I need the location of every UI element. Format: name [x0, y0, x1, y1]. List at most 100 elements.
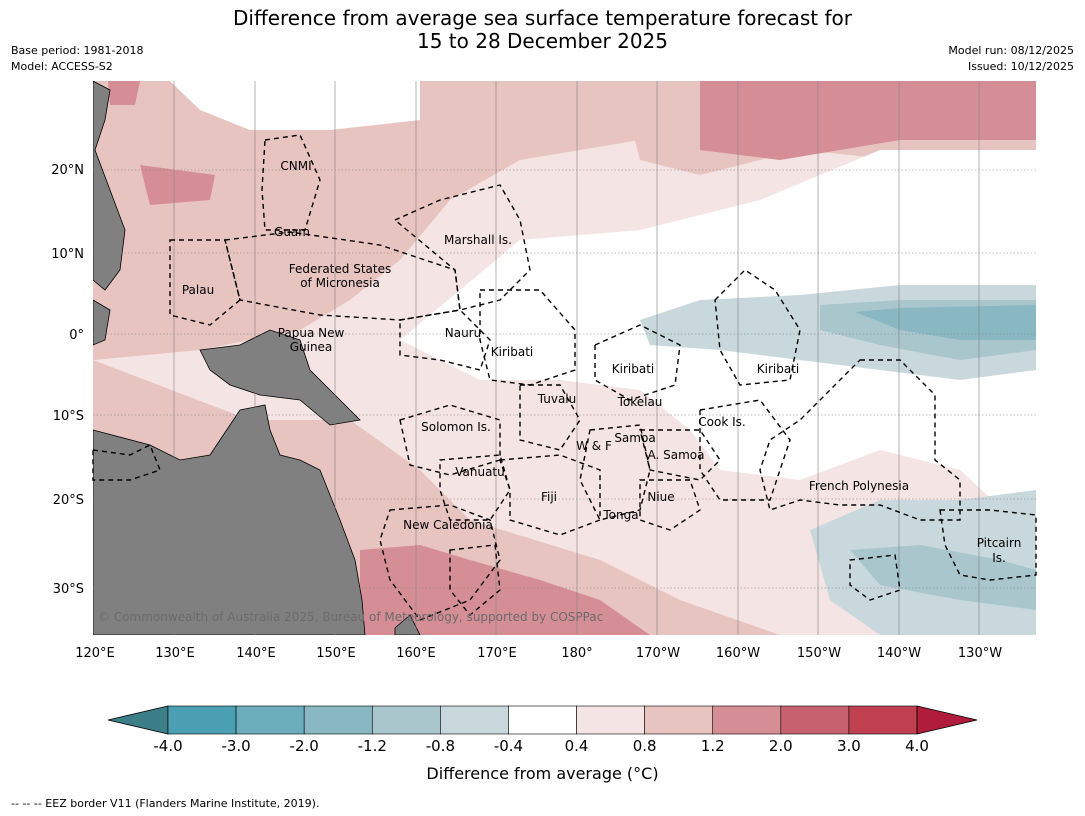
lon-tick-label: 140°E [236, 646, 276, 661]
colorbar-swatch [644, 705, 714, 735]
base-period: Base period: 1981-2018 [11, 44, 144, 57]
anomaly-zone-nw [108, 81, 140, 105]
anomaly-zone-strong-ne [700, 81, 1036, 160]
lon-tick-label: 150°W [797, 646, 841, 661]
lat-tick-label: 20°S [53, 493, 84, 508]
anomaly-zone-coolest-equatorial [855, 305, 1036, 340]
title-line-2: 15 to 28 December 2025 [416, 29, 668, 53]
colorbar-swatch [780, 705, 850, 735]
lat-tick-labels: 20°N 10°N 0° 10°S 20°S 30°S [51, 163, 84, 597]
anomaly-zone-cooler-se [850, 545, 1036, 610]
meta-left: Base period: 1981-2018 Model: ACCESS-S2 [11, 43, 143, 75]
region-label: Guam [274, 225, 310, 239]
region-label: Is. [992, 551, 1006, 565]
eez-legend-note: -- -- -- EEZ border V11 (Flanders Marine… [11, 797, 320, 810]
lat-tick-label: 30°S [53, 582, 84, 597]
region-label: Niue [647, 490, 674, 504]
colorbar-tick-label: 4.0 [905, 737, 929, 755]
region-label: Tokelau [617, 395, 663, 409]
region-labels: CNMI Guam Marshall Is. Federated States … [182, 159, 1021, 565]
region-label: Kiribati [612, 362, 654, 376]
region-label: of Micronesia [300, 276, 380, 290]
anomaly-zone-west-north [140, 165, 215, 205]
lat-tick-label: 0° [69, 328, 84, 343]
lon-tick-label: 140°W [877, 646, 921, 661]
region-label: Tonga [602, 508, 638, 522]
region-label: Federated States [289, 262, 391, 276]
colorbar-swatch [371, 705, 441, 735]
nz-land [394, 614, 421, 635]
colorbar-title: Difference from average (°C) [426, 764, 659, 783]
region-label: Samoa [614, 431, 655, 445]
colorbar-swatch [235, 705, 305, 735]
eez-borders [92, 134, 1037, 621]
lon-tick-label: 180° [561, 646, 592, 661]
model-run: Model run: 08/12/2025 [948, 44, 1074, 57]
colorbar-tick-label: -4.0 [153, 737, 183, 755]
colorbar-tick-label: -0.8 [425, 737, 455, 755]
lon-tick-label: 170°E [477, 646, 517, 661]
colorbar-tick-label: -3.0 [221, 737, 251, 755]
new-guinea-land [199, 329, 361, 426]
colorbar-swatch [712, 705, 782, 735]
lon-tick-label: 170°W [636, 646, 680, 661]
region-label: Cook Is. [698, 415, 745, 429]
colorbar-swatch [167, 705, 237, 735]
region-label: W & F [576, 439, 612, 453]
region-label: New Caledonia [403, 518, 493, 532]
region-label: Marshall Is. [444, 233, 512, 247]
colorbar-swatch [440, 705, 509, 735]
region-label: Solomon Is. [421, 420, 491, 434]
region-label: Papua New [278, 326, 345, 340]
lon-tick-label: 160°W [716, 646, 760, 661]
lon-tick-label: 150°E [316, 646, 356, 661]
lon-tick-label: 160°E [396, 646, 436, 661]
colorbar [107, 705, 978, 735]
region-label: CNMI [280, 159, 311, 173]
colorbar-tick-label: -1.2 [357, 737, 387, 755]
lon-tick-label: 130°E [155, 646, 195, 661]
model-name: Model: ACCESS-S2 [11, 60, 113, 73]
region-label: Fiji [541, 490, 557, 504]
colorbar-tick-label: -2.0 [289, 737, 319, 755]
copyright-notice: © Commonwealth of Australia 2025, Bureau… [98, 610, 603, 624]
philippines-land [93, 81, 126, 291]
lat-tick-label: 10°N [51, 247, 84, 262]
colorbar-swatch [303, 705, 373, 735]
issued-date: Issued: 10/12/2025 [967, 60, 1074, 73]
colorbar-swatch [576, 705, 645, 735]
australia-land [93, 404, 366, 635]
meta-right: Model run: 08/12/2025 Issued: 10/12/2025 [948, 43, 1074, 75]
region-label: Vanuatu [455, 465, 505, 479]
colorbar-tick-label: 1.2 [700, 737, 725, 755]
colorbar-tick-label: 3.0 [836, 737, 861, 755]
region-label: Guinea [290, 340, 333, 354]
colorbar-tick-label: 0.4 [564, 737, 589, 755]
anomaly-zone-neutral-north [170, 81, 420, 130]
title-line-1: Difference from average sea surface temp… [232, 6, 852, 30]
anomaly-zone-warm-west [93, 81, 640, 360]
lat-tick-label: 10°S [53, 409, 84, 424]
chart-title: Difference from average sea surface temp… [0, 7, 1085, 53]
colorbar-tick-label: 2.0 [768, 737, 793, 755]
lon-tick-label: 120°E [75, 646, 115, 661]
region-label: Tuvalu [537, 392, 577, 406]
colorbar-extend-low [107, 705, 169, 735]
colorbar-swatch [848, 705, 918, 735]
colorbar-tick-label: 0.8 [632, 737, 657, 755]
colorbar-extend-high [916, 705, 978, 735]
anomaly-zone-strong-sw [360, 545, 650, 635]
lon-tick-label: 130°W [958, 646, 1002, 661]
colorbar-tick-label: -0.4 [493, 737, 524, 755]
region-label: Kiribati [757, 362, 799, 376]
region-label: Kiribati [491, 345, 533, 359]
colorbar-swatch [508, 705, 577, 735]
lat-tick-label: 20°N [51, 163, 84, 178]
lon-tick-labels: 120°E 130°E 140°E 150°E 160°E 170°E 180°… [75, 646, 1002, 661]
region-label: Nauru [445, 326, 481, 340]
region-label: French Polynesia [809, 479, 909, 493]
region-label: Pitcairn [977, 536, 1022, 550]
region-label: Palau [182, 283, 214, 297]
region-label: A. Samoa [648, 448, 705, 462]
